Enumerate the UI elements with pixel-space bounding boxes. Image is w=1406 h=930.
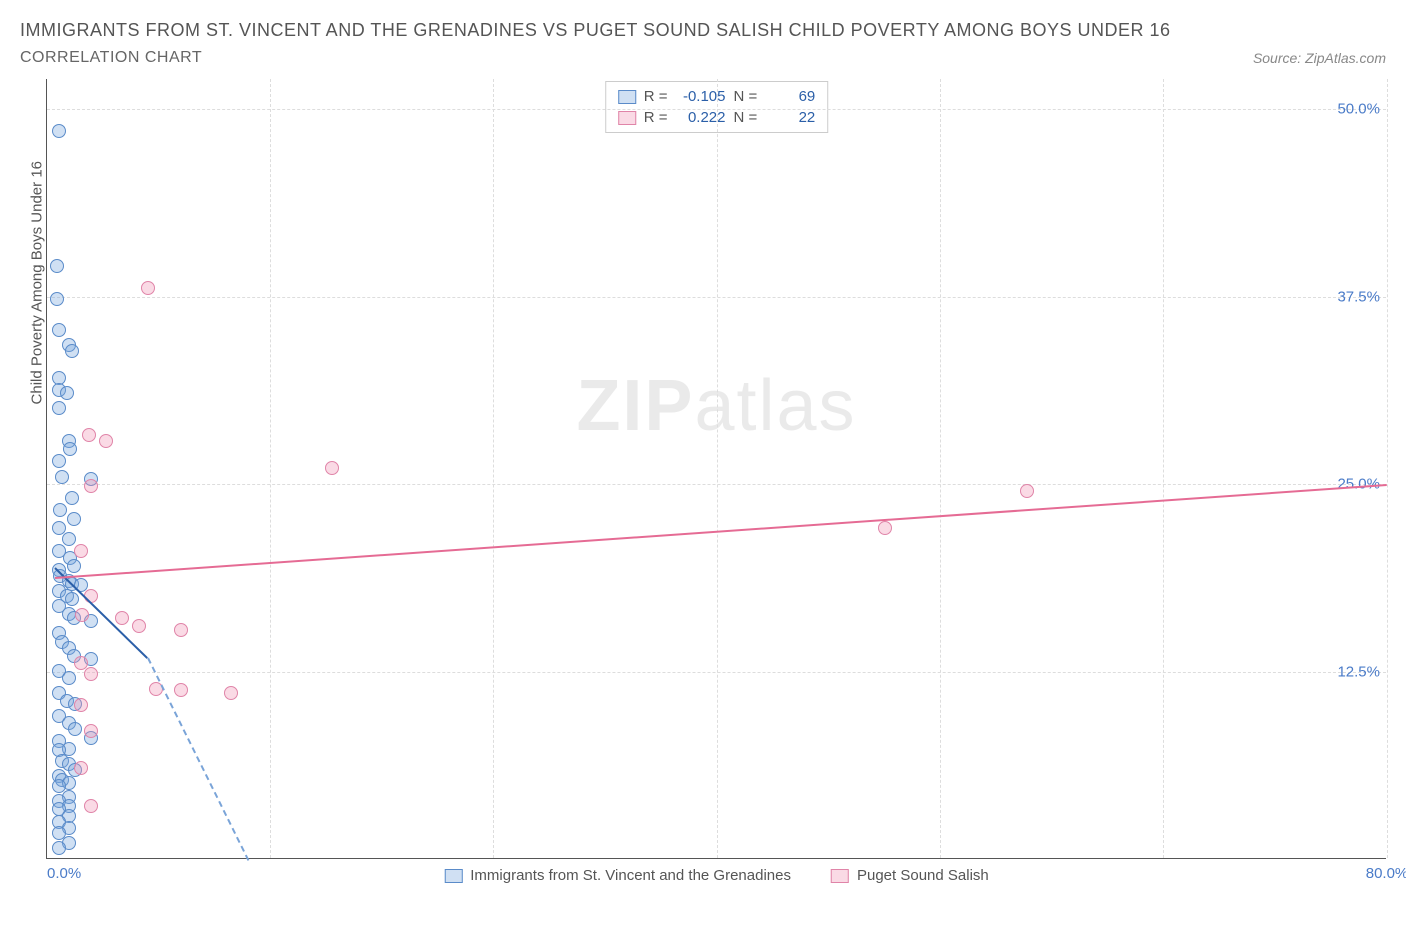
swatch-blue-icon xyxy=(444,869,462,883)
y-tick-label: 37.5% xyxy=(1337,288,1380,305)
r-label: R = xyxy=(644,109,668,126)
y-tick-label: 50.0% xyxy=(1337,101,1380,118)
gridline-v xyxy=(940,79,941,858)
source-label: Source: ZipAtlas.com xyxy=(1253,50,1386,66)
scatter-point-pink xyxy=(84,799,98,813)
scatter-point-pink xyxy=(1020,484,1034,498)
plot-area: Child Poverty Among Boys Under 16 ZIPatl… xyxy=(46,79,1386,859)
scatter-point-blue xyxy=(67,559,81,573)
r-value-pink: 0.222 xyxy=(676,109,726,126)
scatter-point-blue xyxy=(52,841,66,855)
n-label: N = xyxy=(734,88,758,105)
legend-series: Immigrants from St. Vincent and the Gren… xyxy=(444,867,988,884)
y-tick-label: 12.5% xyxy=(1337,663,1380,680)
scatter-point-blue xyxy=(62,671,76,685)
scatter-point-pink xyxy=(74,544,88,558)
gridline-v xyxy=(493,79,494,858)
scatter-point-pink xyxy=(115,611,129,625)
scatter-point-pink xyxy=(132,619,146,633)
scatter-point-pink xyxy=(141,281,155,295)
scatter-point-pink xyxy=(878,521,892,535)
scatter-point-pink xyxy=(174,623,188,637)
scatter-point-pink xyxy=(325,461,339,475)
y-axis-label: Child Poverty Among Boys Under 16 xyxy=(29,160,46,403)
gridline-v xyxy=(717,79,718,858)
scatter-point-blue xyxy=(55,470,69,484)
scatter-point-pink xyxy=(84,724,98,738)
trend-line xyxy=(55,484,1387,579)
scatter-point-blue xyxy=(68,722,82,736)
scatter-point-blue xyxy=(52,454,66,468)
scatter-point-blue xyxy=(52,401,66,415)
r-value-blue: -0.105 xyxy=(676,88,726,105)
scatter-point-blue xyxy=(60,386,74,400)
scatter-point-pink xyxy=(74,761,88,775)
swatch-blue-icon xyxy=(618,90,636,104)
series-label-pink: Puget Sound Salish xyxy=(857,867,989,884)
scatter-point-blue xyxy=(65,344,79,358)
chart-title: IMMIGRANTS FROM ST. VINCENT AND THE GREN… xyxy=(20,20,1386,41)
subtitle-row: CORRELATION CHART Source: ZipAtlas.com xyxy=(20,49,1386,67)
scatter-point-blue xyxy=(50,292,64,306)
swatch-pink-icon xyxy=(831,869,849,883)
n-value-blue: 69 xyxy=(765,88,815,105)
scatter-point-blue xyxy=(63,442,77,456)
scatter-point-blue xyxy=(67,512,81,526)
series-label-blue: Immigrants from St. Vincent and the Gren… xyxy=(470,867,791,884)
scatter-point-blue xyxy=(52,323,66,337)
r-label: R = xyxy=(644,88,668,105)
scatter-point-pink xyxy=(84,667,98,681)
n-label: N = xyxy=(734,109,758,126)
scatter-point-blue xyxy=(52,124,66,138)
gridline-v xyxy=(270,79,271,858)
x-tick-label: 80.0% xyxy=(1366,865,1406,882)
scatter-point-pink xyxy=(82,428,96,442)
x-tick-label: 0.0% xyxy=(47,865,81,882)
scatter-point-pink xyxy=(74,698,88,712)
scatter-point-blue xyxy=(53,503,67,517)
scatter-point-pink xyxy=(75,608,89,622)
scatter-point-blue xyxy=(50,259,64,273)
scatter-point-pink xyxy=(224,686,238,700)
n-value-pink: 22 xyxy=(765,109,815,126)
legend-item-blue: Immigrants from St. Vincent and the Gren… xyxy=(444,867,791,884)
scatter-point-pink xyxy=(174,683,188,697)
scatter-point-pink xyxy=(84,479,98,493)
gridline-v xyxy=(1163,79,1164,858)
chart-subtitle: CORRELATION CHART xyxy=(20,49,202,67)
legend-item-pink: Puget Sound Salish xyxy=(831,867,989,884)
gridline-v xyxy=(1387,79,1388,858)
scatter-point-blue xyxy=(65,491,79,505)
scatter-point-pink xyxy=(99,434,113,448)
swatch-pink-icon xyxy=(618,111,636,125)
correlation-chart: IMMIGRANTS FROM ST. VINCENT AND THE GREN… xyxy=(20,20,1386,910)
scatter-point-blue xyxy=(65,592,79,606)
scatter-point-blue xyxy=(62,532,76,546)
